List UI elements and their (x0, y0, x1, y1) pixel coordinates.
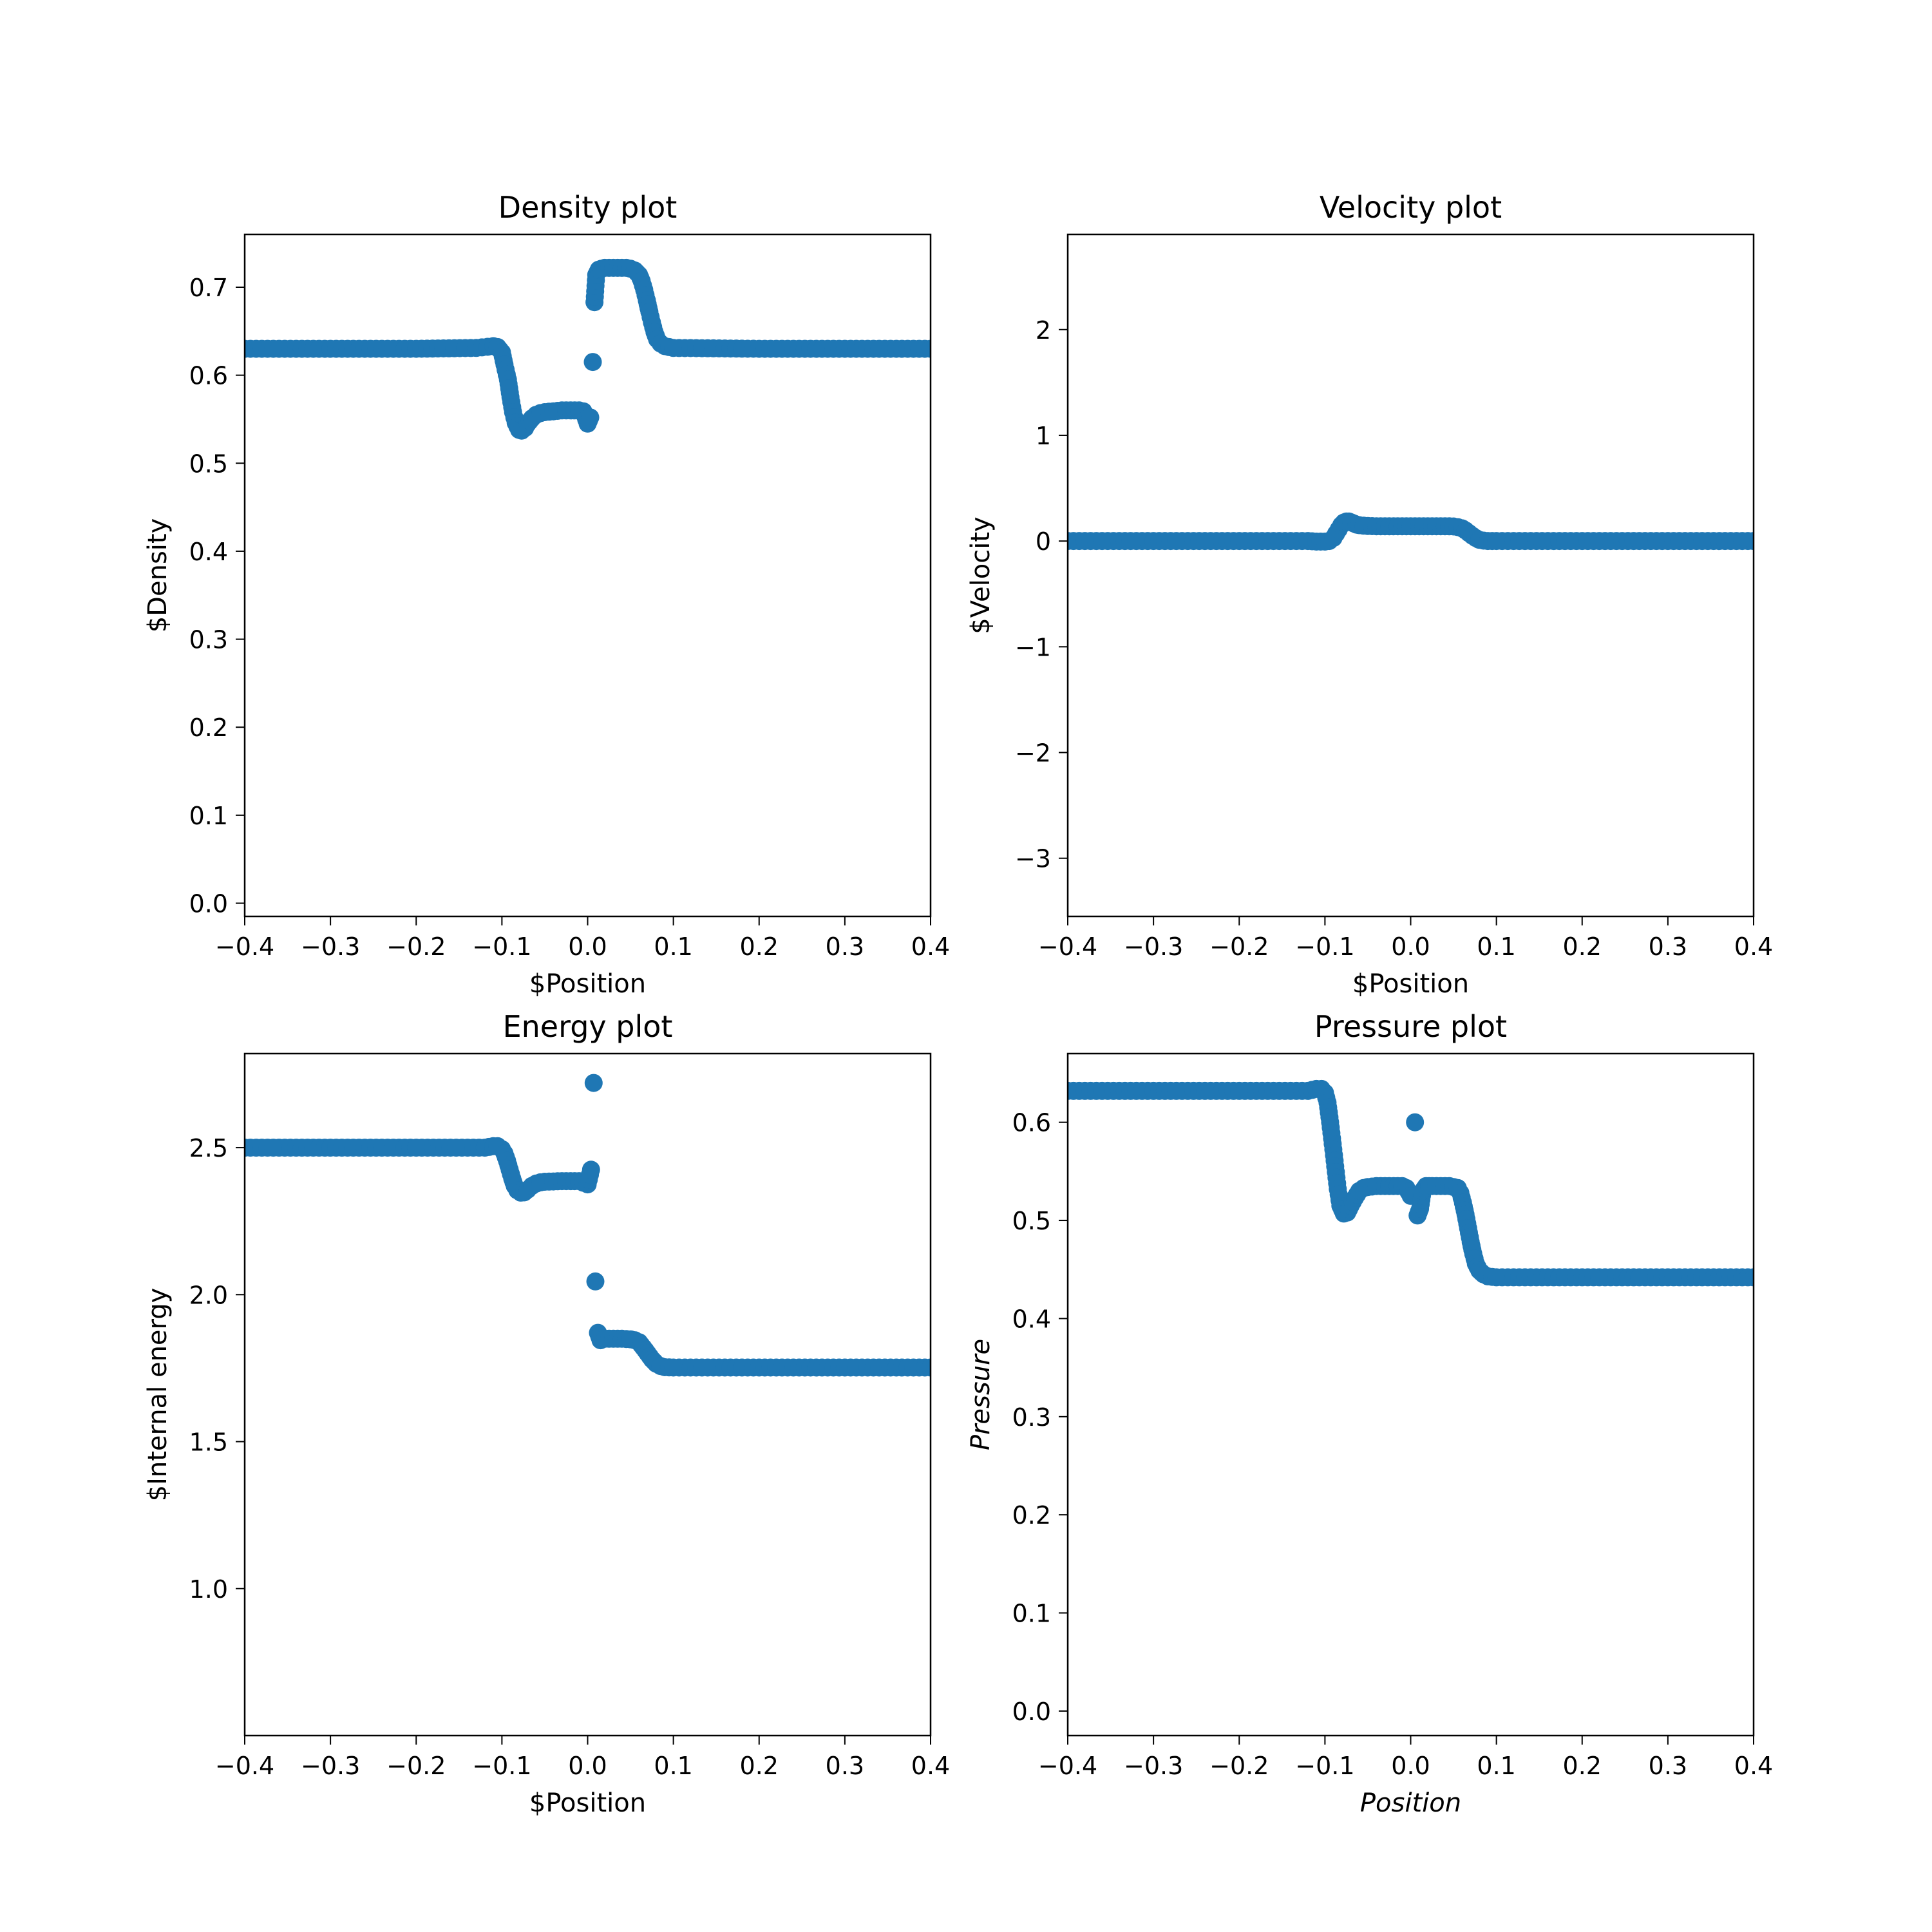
density-y-axis-label: $Density (143, 518, 173, 633)
density-x-axis-label: $Position (529, 969, 646, 999)
velocity-x-tick-label: −0.4 (1038, 933, 1097, 961)
density-y-tick-label: 0.5 (189, 450, 228, 478)
energy-x-tick-label: −0.1 (472, 1752, 531, 1780)
velocity-plot-area: −0.4 −0.3 −0.2 −0.1 0.0 0.1 0.2 0.3 0.4 −3 −2 −1 0 1 2 (1015, 233, 1773, 961)
pressure-x-axis-label: Position (1360, 1788, 1461, 1818)
velocity-data-point (1744, 532, 1754, 551)
pressure-x-tick-label: −0.2 (1209, 1752, 1269, 1780)
density-y-tick-label: 0.1 (189, 802, 228, 830)
pressure-y-tick-label: 0.4 (1012, 1305, 1051, 1333)
energy-y-tick-label: 1.5 (189, 1428, 228, 1457)
energy-data-point (586, 1272, 605, 1291)
pressure-data-point (1406, 1113, 1425, 1132)
pressure-y-tick-label: 0.1 (1012, 1600, 1051, 1628)
density-data-point (581, 408, 600, 427)
pressure-x-tick-label: −0.1 (1295, 1752, 1354, 1780)
pressure-y-tick-label: 0.5 (1012, 1207, 1051, 1235)
energy-x-tick-label: −0.3 (301, 1752, 360, 1780)
pressure-title: Pressure plot (1314, 1009, 1507, 1044)
panel-density: −0.4 −0.3 −0.2 −0.1 0.0 0.1 0.2 0.3 0.4 0.0 0.1 0.2… (143, 190, 950, 999)
pressure-y-tick-label: 0.0 (1012, 1698, 1051, 1726)
energy-x-axis-label: $Position (529, 1788, 646, 1818)
density-x-tick-label: 0.0 (568, 933, 607, 961)
pressure-plot-area: −0.4 −0.3 −0.2 −0.1 0.0 0.1 0.2 0.3 0.4 0.0 0.1 0.2… (1012, 1052, 1773, 1780)
energy-markers (245, 1074, 931, 1377)
density-markers (245, 258, 931, 440)
density-x-tick-label: −0.2 (386, 933, 446, 961)
pressure-y-tick-label: 0.6 (1012, 1109, 1051, 1137)
velocity-x-tick-label: 0.0 (1391, 933, 1430, 961)
pressure-x-tick-label: 0.4 (1734, 1752, 1773, 1780)
density-x-tick-label: 0.2 (740, 933, 779, 961)
energy-x-tick-label: 0.4 (911, 1752, 950, 1780)
pressure-data-point (1744, 1268, 1754, 1287)
density-y-tick-label: 0.4 (189, 538, 228, 566)
energy-x-tick-label: 0.3 (826, 1752, 864, 1780)
energy-x-tick-label: −0.2 (386, 1752, 446, 1780)
pressure-x-tick-label: −0.3 (1124, 1752, 1183, 1780)
energy-y-tick-label: 1.0 (189, 1575, 228, 1604)
panel-velocity: −0.4 −0.3 −0.2 −0.1 0.0 0.1 0.2 0.3 0.4 −3 −2 −1 0 1 2… (966, 190, 1773, 999)
velocity-y-tick-label: −1 (1015, 633, 1051, 661)
energy-title: Energy plot (503, 1009, 673, 1044)
energy-y-axis-label: $Internal energy (143, 1288, 173, 1502)
velocity-y-axis-label: $Velocity (966, 516, 996, 634)
pressure-x-tick-label: 0.0 (1391, 1752, 1430, 1780)
energy-data-point (582, 1160, 600, 1179)
velocity-y-tick-label: 1 (1036, 422, 1051, 450)
pressure-x-tick-label: −0.4 (1038, 1752, 1097, 1780)
velocity-y-tick-label: 2 (1036, 316, 1051, 345)
density-plot-area: −0.4 −0.3 −0.2 −0.1 0.0 0.1 0.2 0.3 0.4 0.0 0.1 0.2… (189, 233, 950, 961)
density-y-tick-label: 0.2 (189, 714, 228, 742)
pressure-y-tick-label: 0.2 (1012, 1501, 1051, 1530)
energy-x-tick-label: 0.1 (654, 1752, 692, 1780)
pressure-y-axis-label: Pressure (966, 1339, 996, 1450)
pressure-x-tick-label: 0.2 (1563, 1752, 1602, 1780)
panel-energy: −0.4 −0.3 −0.2 −0.1 0.0 0.1 0.2 0.3 0.4 1.0 1.5 2.0… (143, 1009, 950, 1818)
density-y-tick-label: 0.3 (189, 626, 228, 654)
pressure-x-tick-label: 0.3 (1649, 1752, 1687, 1780)
density-x-tick-label: 0.4 (911, 933, 950, 961)
energy-plot-area: −0.4 −0.3 −0.2 −0.1 0.0 0.1 0.2 0.3 0.4 1.0 1.5 2.0… (189, 1052, 950, 1780)
velocity-x-axis-label: $Position (1352, 969, 1469, 999)
density-x-tick-label: −0.3 (301, 933, 360, 961)
panel-pressure: −0.4 −0.3 −0.2 −0.1 0.0 0.1 0.2 0.3 0.4 0.0 0.1 0.2… (966, 1009, 1773, 1818)
energy-x-tick-label: 0.0 (568, 1752, 607, 1780)
velocity-x-tick-label: 0.2 (1563, 933, 1602, 961)
density-y-tick-label: 0.0 (189, 890, 228, 918)
velocity-x-tick-label: −0.2 (1209, 933, 1269, 961)
velocity-x-tick-label: 0.1 (1477, 933, 1515, 961)
pressure-y-tick-label: 0.3 (1012, 1403, 1051, 1432)
density-x-tick-label: −0.1 (472, 933, 531, 961)
energy-y-tick-label: 2.0 (189, 1281, 228, 1309)
density-x-tick-label: −0.4 (215, 933, 274, 961)
energy-y-tick-label: 2.5 (189, 1134, 228, 1162)
velocity-x-tick-label: −0.1 (1295, 933, 1354, 961)
energy-x-tick-label: −0.4 (215, 1752, 274, 1780)
density-data-point (921, 339, 931, 358)
energy-data-point (584, 1074, 603, 1092)
velocity-markers (1068, 512, 1754, 551)
pressure-markers (1068, 1079, 1754, 1287)
energy-x-tick-label: 0.2 (740, 1752, 779, 1780)
density-data-point (583, 353, 602, 372)
energy-data-point (921, 1358, 931, 1377)
velocity-x-tick-label: 0.3 (1649, 933, 1687, 961)
velocity-x-tick-label: 0.4 (1734, 933, 1773, 961)
density-y-tick-label: 0.6 (189, 362, 228, 390)
density-y-tick-label: 0.7 (189, 274, 228, 302)
density-x-tick-label: 0.1 (654, 933, 692, 961)
density-x-tick-label: 0.3 (826, 933, 864, 961)
velocity-x-tick-label: −0.3 (1124, 933, 1183, 961)
velocity-y-tick-label: −2 (1015, 739, 1051, 768)
velocity-y-tick-label: 0 (1036, 527, 1051, 556)
density-title: Density plot (498, 190, 677, 225)
velocity-title: Velocity plot (1320, 190, 1502, 225)
velocity-y-tick-label: −3 (1015, 845, 1051, 873)
pressure-x-tick-label: 0.1 (1477, 1752, 1515, 1780)
